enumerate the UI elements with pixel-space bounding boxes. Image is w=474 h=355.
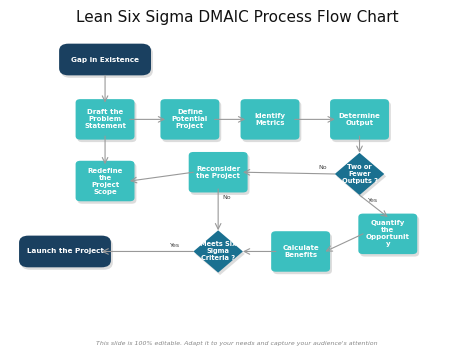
- FancyBboxPatch shape: [77, 102, 137, 142]
- Text: Two or
Fewer
Outputs ?: Two or Fewer Outputs ?: [342, 164, 377, 184]
- Text: No: No: [222, 195, 231, 200]
- Text: Determine
Output: Determine Output: [338, 113, 381, 126]
- Polygon shape: [335, 153, 384, 195]
- FancyBboxPatch shape: [76, 161, 135, 201]
- FancyBboxPatch shape: [240, 99, 300, 140]
- FancyBboxPatch shape: [189, 152, 247, 192]
- Text: Quantify
the
Opportunit
y: Quantify the Opportunit y: [366, 220, 410, 247]
- Text: Lean Six Sigma DMAIC Process Flow Chart: Lean Six Sigma DMAIC Process Flow Chart: [76, 10, 398, 25]
- Polygon shape: [193, 230, 243, 273]
- FancyBboxPatch shape: [77, 163, 137, 204]
- FancyBboxPatch shape: [59, 44, 151, 75]
- Text: Redefine
the
Project
Scope: Redefine the Project Scope: [87, 168, 123, 195]
- Text: Calculate
Benefits: Calculate Benefits: [282, 245, 319, 258]
- Text: This slide is 100% editable. Adapt it to your needs and capture your audience's : This slide is 100% editable. Adapt it to…: [96, 341, 378, 346]
- FancyBboxPatch shape: [21, 238, 113, 270]
- Text: Meets Six
Sigma
Criteria ?: Meets Six Sigma Criteria ?: [200, 241, 236, 262]
- Polygon shape: [337, 155, 386, 198]
- FancyBboxPatch shape: [330, 99, 389, 140]
- Text: Identify
Metrics: Identify Metrics: [255, 113, 285, 126]
- FancyBboxPatch shape: [160, 99, 219, 140]
- FancyBboxPatch shape: [76, 99, 135, 140]
- Text: Launch the Project: Launch the Project: [27, 248, 103, 255]
- FancyBboxPatch shape: [358, 214, 417, 254]
- FancyBboxPatch shape: [360, 216, 419, 257]
- FancyBboxPatch shape: [19, 236, 111, 267]
- Text: Gap in Existence: Gap in Existence: [71, 56, 139, 62]
- FancyBboxPatch shape: [191, 154, 249, 195]
- FancyBboxPatch shape: [332, 102, 391, 142]
- Text: Draft the
Problem
Statement: Draft the Problem Statement: [84, 109, 126, 129]
- Text: Define
Potential
Project: Define Potential Project: [172, 109, 208, 129]
- Text: Reconsider
the Project: Reconsider the Project: [196, 166, 240, 179]
- Polygon shape: [195, 233, 245, 275]
- Text: No: No: [319, 165, 328, 170]
- FancyBboxPatch shape: [61, 46, 153, 78]
- Text: Yes: Yes: [368, 198, 378, 203]
- FancyBboxPatch shape: [162, 102, 221, 142]
- FancyBboxPatch shape: [273, 234, 332, 274]
- FancyBboxPatch shape: [271, 231, 330, 272]
- FancyBboxPatch shape: [242, 102, 301, 142]
- Text: Yes: Yes: [170, 242, 180, 248]
